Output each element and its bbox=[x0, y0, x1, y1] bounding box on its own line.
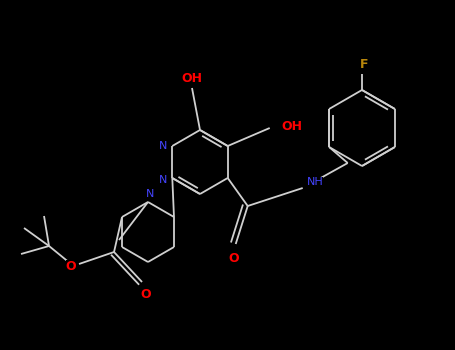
Text: F: F bbox=[360, 57, 368, 70]
Text: N: N bbox=[146, 189, 154, 199]
Text: NH: NH bbox=[307, 177, 324, 187]
Text: OH: OH bbox=[182, 71, 202, 84]
Text: N: N bbox=[159, 141, 167, 151]
Text: N: N bbox=[159, 175, 167, 185]
Text: O: O bbox=[228, 252, 239, 265]
Text: OH: OH bbox=[282, 119, 303, 133]
Text: O: O bbox=[141, 287, 152, 301]
Text: O: O bbox=[66, 259, 76, 273]
